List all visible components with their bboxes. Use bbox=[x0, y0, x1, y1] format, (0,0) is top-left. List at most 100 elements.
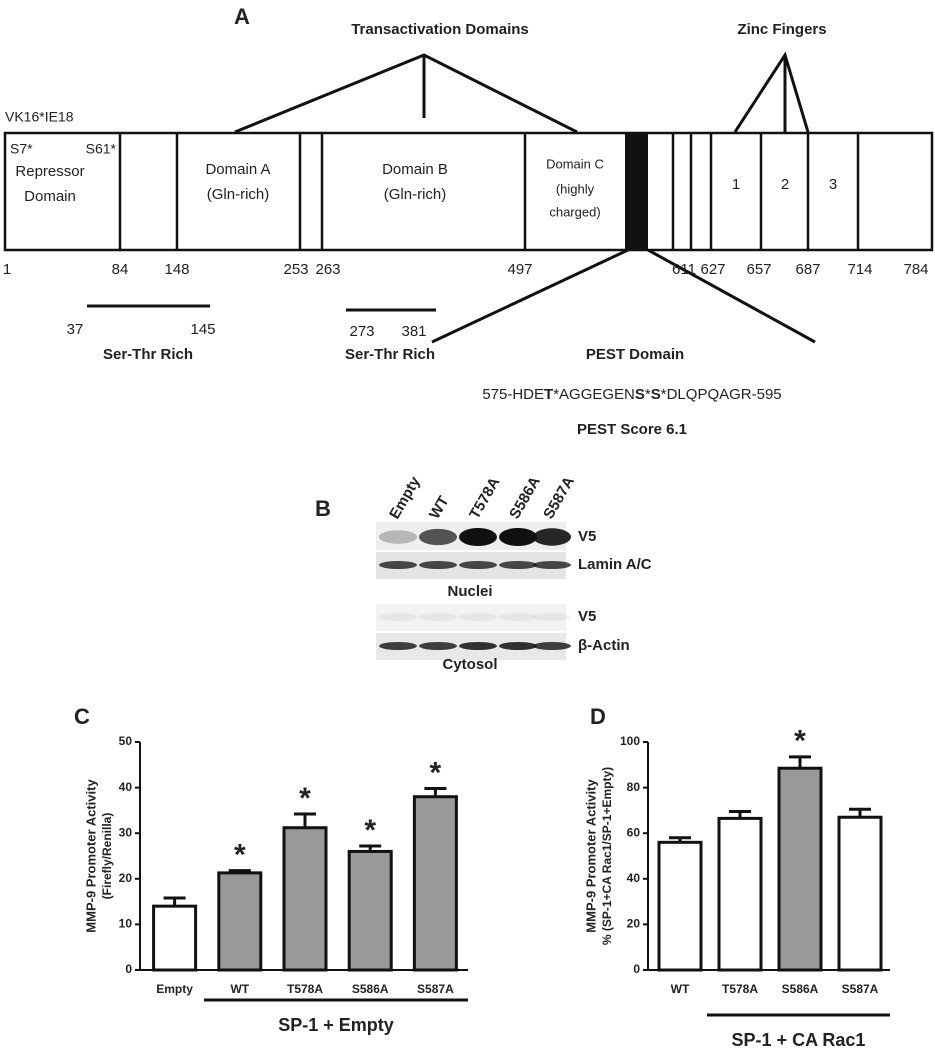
x-tick-label: S587A bbox=[842, 982, 879, 996]
blot-band bbox=[419, 613, 457, 621]
x-tick-label: WT bbox=[671, 982, 690, 996]
group-label: SP-1 + CA Rac1 bbox=[732, 1030, 866, 1050]
position: 273 bbox=[349, 323, 374, 340]
bar bbox=[837, 815, 883, 972]
y-tick-label: 50 bbox=[119, 734, 133, 748]
sequence-part: S bbox=[635, 386, 645, 403]
position: 263 bbox=[315, 261, 340, 278]
blot-band bbox=[533, 642, 571, 650]
connector-lines bbox=[234, 51, 816, 344]
blot-band bbox=[499, 642, 537, 650]
blot-band bbox=[419, 528, 457, 546]
y-axis-label: % (SP-1+CA Rac1/SP-1+Empty) bbox=[600, 767, 614, 945]
y-tick-label: 100 bbox=[620, 734, 640, 748]
y-axis-label: MMP-9 Promoter Activity bbox=[583, 779, 598, 933]
domain-text: (Gln-rich) bbox=[384, 186, 447, 203]
sequence-part: T bbox=[544, 386, 553, 403]
finger-number: 2 bbox=[781, 176, 789, 193]
blot-band bbox=[499, 528, 537, 546]
domain-text: (Gln-rich) bbox=[207, 186, 270, 203]
bar bbox=[777, 766, 823, 972]
western-blot bbox=[376, 522, 571, 660]
blot-band bbox=[379, 642, 417, 650]
y-tick-label: 10 bbox=[119, 917, 133, 931]
fraction-label: Nuclei bbox=[447, 583, 492, 600]
panel-label: A bbox=[234, 4, 250, 29]
position: 627 bbox=[700, 261, 725, 278]
y-tick-label: 40 bbox=[627, 871, 641, 885]
blot-band bbox=[419, 561, 457, 569]
lane-label: T578A bbox=[466, 474, 503, 522]
bar bbox=[282, 826, 328, 972]
panel-label: D bbox=[590, 704, 606, 729]
blot-band bbox=[499, 613, 537, 621]
blot-row-label: V5 bbox=[578, 528, 596, 545]
sequence-part: * bbox=[645, 386, 651, 403]
bar bbox=[217, 871, 263, 972]
y-tick-label: 20 bbox=[119, 871, 133, 885]
group-label: SP-1 + Empty bbox=[278, 1015, 394, 1035]
y-tick-label: 40 bbox=[119, 780, 133, 794]
x-tick-label: Empty bbox=[156, 982, 193, 996]
panel-label: B bbox=[315, 496, 331, 521]
bar bbox=[717, 816, 763, 972]
position: 687 bbox=[795, 261, 820, 278]
blot-band bbox=[533, 528, 571, 546]
finger-number: 1 bbox=[732, 176, 740, 193]
transactivation-title: Transactivation Domains bbox=[351, 21, 529, 38]
y-tick-label: 80 bbox=[627, 780, 641, 794]
blot-band bbox=[379, 530, 417, 544]
blot-row-label: V5 bbox=[578, 608, 596, 625]
significance-marker: * bbox=[234, 839, 246, 872]
position: 714 bbox=[847, 261, 872, 278]
blot-band bbox=[533, 561, 571, 569]
y-tick-label: 60 bbox=[627, 825, 641, 839]
bar bbox=[152, 904, 198, 972]
position: 381 bbox=[401, 323, 426, 340]
sequence-part: *AGGEGEN bbox=[553, 386, 635, 403]
position: 84 bbox=[112, 261, 129, 278]
position: 145 bbox=[190, 321, 215, 338]
domain-text: Domain A bbox=[205, 161, 270, 178]
position: 148 bbox=[164, 261, 189, 278]
blot-band bbox=[533, 613, 571, 621]
construct-label: VK16*IE18 bbox=[5, 109, 74, 125]
x-tick-label: S586A bbox=[352, 982, 389, 996]
blot-band bbox=[459, 613, 497, 621]
sequence-part: *DLQPQAGR-595 bbox=[661, 386, 782, 403]
pest-score: PEST Score 6.1 bbox=[577, 421, 687, 438]
position: 1 bbox=[3, 261, 11, 278]
domain-text: Domain C bbox=[546, 156, 604, 171]
position: 657 bbox=[746, 261, 771, 278]
bar bbox=[657, 840, 703, 972]
position: 253 bbox=[283, 261, 308, 278]
fraction-label: Cytosol bbox=[442, 656, 497, 673]
panel-label: C bbox=[74, 704, 90, 729]
x-tick-label: S587A bbox=[417, 982, 454, 996]
finger-number: 3 bbox=[829, 176, 837, 193]
x-tick-label: T578A bbox=[722, 982, 758, 996]
lane-label: S587A bbox=[540, 474, 578, 522]
pest-title: PEST Domain bbox=[586, 346, 684, 363]
domain-text: charged) bbox=[549, 204, 600, 219]
blot-band bbox=[379, 561, 417, 569]
sequence-part: S bbox=[651, 386, 661, 403]
y-tick-label: 0 bbox=[633, 962, 640, 976]
site-label: S7* bbox=[10, 141, 33, 157]
blot-band bbox=[419, 642, 457, 650]
pest-sequence: 575-HDET*AGGEGENS*S*DLQPQAGR-595 bbox=[482, 386, 781, 403]
blot-band bbox=[459, 561, 497, 569]
bar bbox=[412, 795, 458, 972]
y-tick-label: 20 bbox=[627, 917, 641, 931]
significance-marker: * bbox=[794, 725, 806, 758]
region-label: Ser-Thr Rich bbox=[345, 346, 435, 363]
lane-label: Empty bbox=[386, 473, 424, 522]
blot-band bbox=[499, 561, 537, 569]
domain-text: Repressor bbox=[15, 163, 84, 180]
position: 784 bbox=[903, 261, 928, 278]
x-tick-label: T578A bbox=[287, 982, 323, 996]
blot-band bbox=[459, 642, 497, 650]
lane-label: S586A bbox=[506, 474, 544, 522]
